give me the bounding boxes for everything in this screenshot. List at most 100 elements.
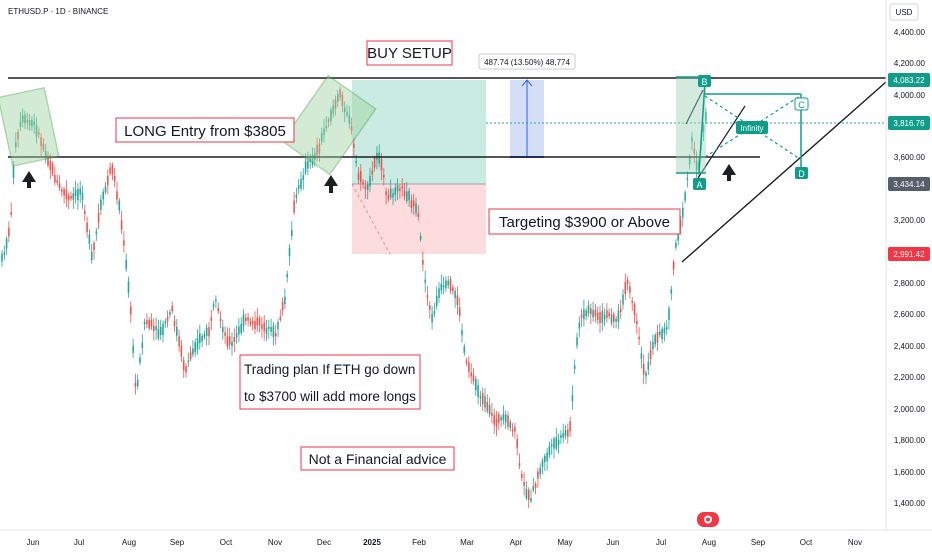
candle-body bbox=[518, 463, 521, 466]
candle-body bbox=[40, 137, 42, 147]
candle-body bbox=[387, 195, 390, 200]
candle-body bbox=[205, 327, 208, 336]
pattern-name-badge[interactable]: Infinity bbox=[736, 121, 768, 134]
measure-label[interactable]: 487.74 (13.50%) 48,774 bbox=[478, 53, 576, 70]
candle-body bbox=[173, 320, 176, 327]
svg-text:Targeting $3900 or Above: Targeting $3900 or Above bbox=[499, 214, 670, 231]
candle-body bbox=[435, 296, 438, 306]
candle-body bbox=[166, 316, 169, 322]
svg-text:LONG Entry from $3805: LONG Entry from $3805 bbox=[124, 123, 286, 140]
candle-body bbox=[201, 335, 203, 342]
price-axis[interactable] bbox=[886, 0, 932, 530]
pattern-point-a[interactable]: A bbox=[693, 178, 706, 190]
candle-body bbox=[182, 360, 185, 371]
time-axis-label: May bbox=[557, 538, 572, 547]
candle-body bbox=[63, 188, 65, 196]
candle-body bbox=[51, 163, 54, 174]
candle-body bbox=[74, 189, 77, 197]
candle-body bbox=[84, 211, 86, 214]
candle-body bbox=[590, 308, 592, 315]
pattern-ab bbox=[698, 81, 706, 174]
candle-body bbox=[304, 161, 307, 173]
candle-body bbox=[511, 429, 514, 432]
candle-body bbox=[302, 175, 305, 181]
candle-body bbox=[231, 341, 233, 347]
pattern-point-d[interactable]: D bbox=[795, 167, 808, 179]
candle-body bbox=[24, 114, 26, 124]
targeting-label[interactable]: Targeting $3900 or Above bbox=[488, 208, 681, 235]
pattern-zone bbox=[676, 77, 706, 173]
trend-line-lower[interactable] bbox=[681, 81, 887, 263]
price-tick-label: 2,000.00 bbox=[894, 405, 926, 414]
candle-body bbox=[240, 323, 242, 334]
candle-body bbox=[143, 321, 146, 325]
svg-text:Trading plan If ETH go down: Trading plan If ETH go down bbox=[244, 362, 415, 377]
candle-body bbox=[148, 319, 150, 329]
candle-body bbox=[468, 362, 470, 372]
candle-body bbox=[686, 177, 689, 180]
trend-line-small-2[interactable] bbox=[685, 89, 704, 125]
candle-body bbox=[293, 200, 295, 213]
candle-body bbox=[479, 396, 482, 399]
candle-body bbox=[47, 155, 49, 166]
candle-body bbox=[104, 186, 107, 193]
time-axis[interactable]: Jun Jul Aug Sep Oct Nov Dec 2025 Feb Mar Apr May Jun… bbox=[27, 538, 863, 547]
symbol-title[interactable]: ETHUSD.P · 1D · BINANCE bbox=[8, 7, 108, 16]
candle-body bbox=[189, 352, 192, 360]
accumulation-box-mid[interactable] bbox=[281, 74, 377, 176]
candle-body bbox=[33, 121, 35, 125]
tradingview-logo-icon[interactable] bbox=[697, 512, 719, 527]
candle-body bbox=[431, 313, 433, 323]
candle-body bbox=[208, 327, 210, 337]
candle-body bbox=[366, 183, 369, 191]
candles bbox=[1, 86, 707, 509]
candle-body bbox=[693, 148, 696, 154]
candle-body bbox=[362, 182, 364, 185]
candle-body bbox=[502, 414, 505, 421]
disclaimer-label[interactable]: Not a Financial advice bbox=[300, 446, 455, 471]
candle-body bbox=[603, 314, 606, 320]
svg-text:to $3700 will add more longs: to $3700 will add more longs bbox=[244, 389, 416, 404]
candle-body bbox=[424, 279, 426, 283]
candle-body bbox=[330, 109, 332, 122]
candle-body bbox=[383, 174, 385, 178]
candle-body bbox=[410, 200, 413, 208]
candle-body bbox=[580, 314, 583, 318]
candle-body bbox=[130, 306, 132, 315]
candle-body bbox=[235, 333, 238, 338]
candle-body bbox=[429, 305, 431, 310]
buy-setup-label[interactable]: BUY SETUP bbox=[366, 40, 453, 66]
candle-body bbox=[465, 360, 468, 364]
pattern-point-c[interactable]: C bbox=[794, 97, 809, 111]
candle-body bbox=[573, 365, 576, 369]
accumulation-box-left[interactable] bbox=[0, 86, 60, 167]
currency-button[interactable]: USD bbox=[889, 3, 919, 21]
candle-body bbox=[523, 481, 525, 486]
candle-body bbox=[196, 338, 199, 350]
trading-plan-label[interactable]: Trading plan If ETH go down to $3700 wil… bbox=[239, 354, 421, 410]
candle-body bbox=[169, 312, 171, 315]
candle-body bbox=[5, 238, 8, 249]
candle-body bbox=[665, 326, 668, 330]
svg-text:Not a Financial advice: Not a Financial advice bbox=[309, 451, 447, 467]
candle-body bbox=[521, 473, 523, 478]
candle-body bbox=[677, 232, 679, 241]
candle-body bbox=[54, 174, 56, 183]
price-tick-label: 4,400.00 bbox=[894, 28, 926, 37]
candle-body bbox=[217, 308, 219, 312]
svg-text:487.74 (13.50%) 48,774: 487.74 (13.50%) 48,774 bbox=[484, 58, 570, 67]
price-tick-label: 2,800.00 bbox=[894, 279, 926, 288]
candle-body bbox=[107, 175, 109, 186]
candle-body bbox=[458, 307, 461, 316]
candle-body bbox=[601, 310, 604, 323]
time-axis-label: Feb bbox=[412, 538, 426, 547]
pattern-point-b[interactable]: B bbox=[698, 75, 711, 87]
candle-body bbox=[153, 325, 155, 331]
candle-body bbox=[571, 395, 574, 402]
candle-body bbox=[613, 313, 615, 322]
candle-body bbox=[300, 178, 302, 189]
arrow-up-icon bbox=[722, 164, 736, 181]
long-entry-label[interactable]: LONG Entry from $3805 bbox=[115, 117, 295, 143]
candle-body bbox=[647, 361, 650, 370]
